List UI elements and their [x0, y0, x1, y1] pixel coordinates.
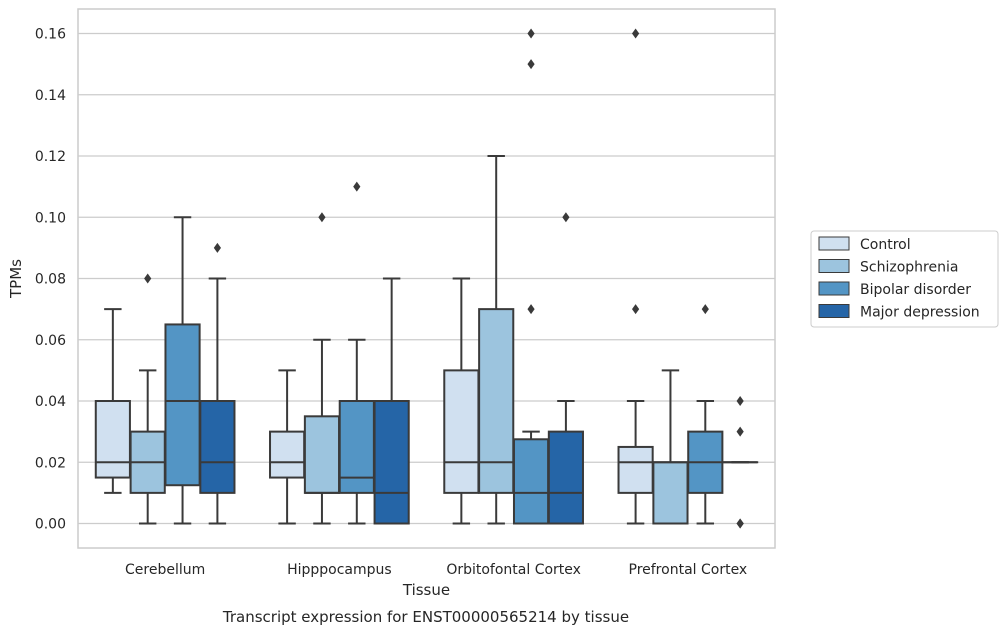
legend-swatch [818, 236, 850, 251]
outlier-point [353, 181, 361, 192]
y-tick-label: 0.08 [35, 272, 66, 288]
x-tick-label: Orbitofontal Cortex [446, 562, 581, 578]
y-tick-label: 0.06 [35, 333, 66, 349]
chart-caption: Transcript expression for ENST0000056521… [222, 608, 629, 626]
legend-swatch [818, 259, 850, 273]
outlier-point [632, 304, 640, 315]
legend-label: Schizophrenia [860, 260, 958, 276]
box-body [164, 323, 201, 487]
y-axis-label: TPMs [7, 259, 25, 299]
box-control [617, 28, 654, 525]
x-tick-labels: Cerebellum Hipppocampus Orbitofontal Corte… [125, 562, 747, 578]
legend-frame [810, 230, 999, 328]
box-control [269, 369, 306, 525]
box-schizophrenia [303, 212, 341, 525]
box-body [338, 400, 375, 494]
box-major-depression [373, 277, 410, 525]
y-tick-label: 0.14 [35, 88, 66, 104]
legend-swatch [818, 281, 850, 296]
x-tick-label: Cerebellum [125, 562, 205, 578]
y-tick-label: 0.16 [35, 27, 66, 43]
outlier-point [736, 518, 744, 529]
outlier-point [527, 59, 535, 70]
outlier-point [144, 273, 152, 284]
outlier-point [701, 304, 709, 315]
x-tick-label: Hipppocampus [287, 562, 392, 578]
legend-label: Control [860, 237, 911, 253]
outlier-point [562, 212, 570, 223]
plot-frame [77, 8, 776, 549]
legend-label: Bipolar disorder [860, 282, 971, 298]
outlier-point [632, 28, 640, 39]
outlier-point [318, 212, 326, 223]
y-tick-label: 0.04 [35, 394, 66, 410]
box-groups [94, 28, 759, 529]
box-major-depression [547, 212, 584, 525]
outlier-point [736, 396, 744, 406]
outlier-point [213, 242, 221, 253]
box-control [94, 308, 131, 494]
box-body [443, 369, 480, 494]
box-body [199, 400, 236, 494]
y-tick-label: 0.02 [35, 455, 66, 471]
box-schizophrenia [478, 155, 515, 525]
box-schizophrenia [652, 369, 689, 525]
box-bipolar-disorder [512, 28, 550, 525]
box-schizophrenia [129, 273, 166, 525]
box-body [617, 445, 654, 494]
outlier-point [736, 426, 744, 437]
box-body [373, 400, 410, 525]
box-major-depression [199, 242, 236, 525]
legend-label: Major depression [860, 305, 980, 321]
box-body [303, 415, 341, 494]
box-bipolar-disorder [164, 216, 201, 525]
box-body [652, 461, 689, 525]
y-tick-label: 0.12 [35, 149, 66, 165]
x-axis-label: Tissue [402, 581, 450, 599]
outlier-point [527, 304, 535, 315]
box-control [443, 277, 480, 525]
box-body [512, 438, 550, 525]
y-tick-label: 0.00 [35, 517, 66, 533]
y-tick-label: 0.10 [35, 210, 66, 226]
box-bipolar-disorder [687, 304, 724, 525]
box-body [478, 308, 515, 494]
legend-swatch [818, 304, 850, 318]
box-body [94, 400, 131, 479]
legend: Control Schizophrenia Bipolar disorder Majo… [810, 230, 999, 328]
box-bipolar-disorder [338, 181, 375, 525]
box-major-depression [722, 396, 759, 529]
y-tick-labels: 0.00 0.02 0.04 0.06 0.08 0.10 0.12 0.14 0.16 [35, 27, 66, 533]
box-body [547, 430, 584, 525]
outlier-point [527, 28, 535, 39]
x-tick-label: Prefrontal Cortex [629, 562, 748, 578]
box-body [269, 430, 306, 479]
